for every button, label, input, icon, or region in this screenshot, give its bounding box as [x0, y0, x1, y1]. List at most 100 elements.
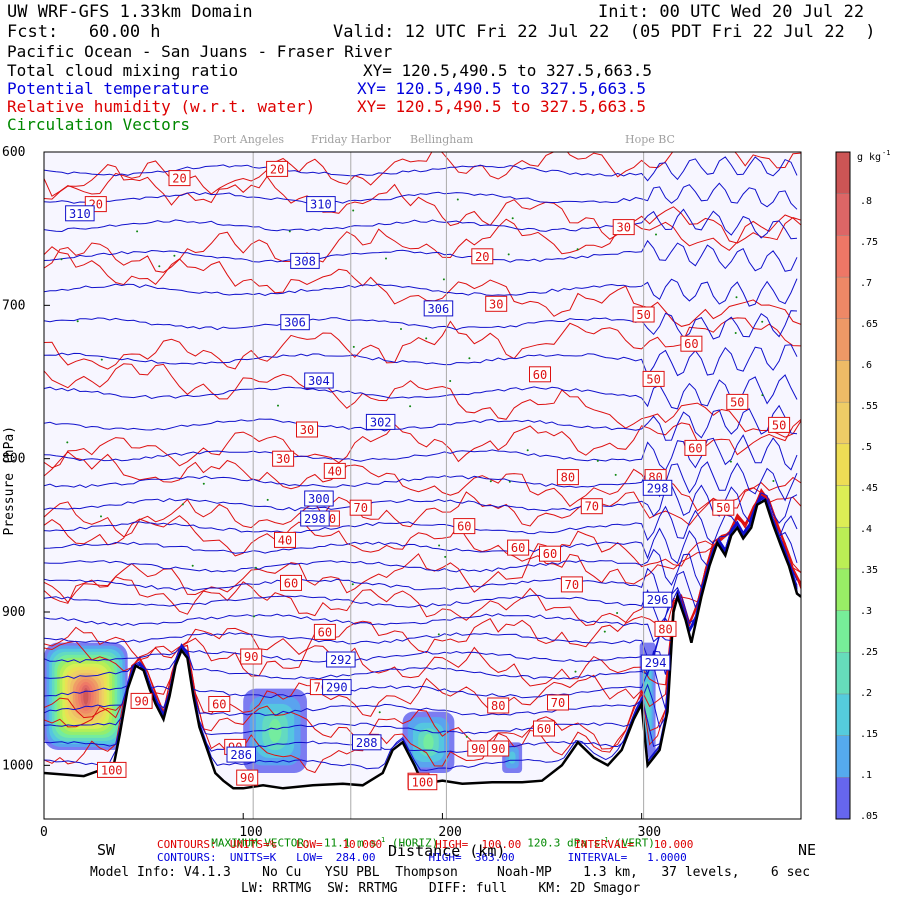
svg-text:60: 60	[212, 698, 226, 712]
circulation-vector	[136, 230, 139, 233]
max-vector-horiz-suffix: (HORIZ)	[385, 836, 439, 850]
circulation-vector	[254, 566, 257, 569]
theta-label-11: 294	[640, 654, 671, 671]
rh-label-3: 20	[471, 248, 494, 265]
y-tick-label-0: 600	[2, 145, 25, 160]
circulation-vector	[449, 380, 452, 382]
theta-label-7: 300	[304, 490, 334, 507]
circulation-vector	[352, 345, 355, 348]
init-time: Init: 00 UTC Wed 20 Jul 22	[598, 2, 865, 22]
circulation-vector	[761, 394, 764, 397]
theta-label-10: 296	[642, 591, 673, 608]
terrain-fill	[44, 500, 801, 819]
svg-text:60: 60	[284, 576, 298, 590]
colorbar-label-1: .75	[860, 237, 878, 248]
rh-label-4: 30	[485, 295, 508, 312]
svg-text:288: 288	[356, 736, 378, 750]
circulation-vector	[385, 257, 387, 260]
circulation-vector	[173, 254, 176, 257]
svg-text:306: 306	[428, 302, 450, 316]
colorbar-swatch-4	[835, 610, 851, 653]
svg-text:70: 70	[551, 696, 565, 710]
theta-contour-6	[44, 344, 798, 377]
rh-contour-8	[44, 487, 801, 538]
svg-text:90: 90	[240, 771, 254, 785]
colorbar-label-12: .2	[860, 688, 872, 699]
svg-text:60: 60	[511, 541, 525, 555]
svg-text:60: 60	[457, 520, 471, 534]
circulation-vector	[253, 615, 255, 618]
rh-label-38: 90	[467, 740, 490, 757]
circulation-vector	[438, 544, 441, 547]
rh-label-26: 70	[349, 499, 372, 516]
svg-text:294: 294	[645, 656, 667, 670]
rh-label-11: 50	[632, 306, 655, 323]
svg-text:310: 310	[69, 207, 91, 221]
rh-label-34: 80	[654, 620, 677, 637]
svg-text:70: 70	[565, 578, 579, 592]
circulation-vector	[437, 633, 440, 636]
circulation-vector	[351, 583, 354, 586]
circulation-vector	[574, 670, 577, 673]
colorbar-swatch-3	[835, 652, 851, 695]
svg-text:60: 60	[533, 368, 547, 382]
rh-label-12: 50	[642, 370, 665, 387]
theta-label-12: 292	[326, 651, 356, 668]
location-hope-bc: Hope BC	[625, 133, 675, 146]
colorbar-swatch-15	[835, 151, 851, 194]
circulation-vector	[772, 480, 775, 482]
cloud-region-2-layer-4	[423, 733, 434, 751]
circulation-vector	[181, 503, 184, 506]
svg-text:40: 40	[278, 533, 292, 547]
x-tick-label-1: 100	[239, 825, 262, 840]
colorbar-label-3: .65	[860, 319, 878, 330]
svg-text:20: 20	[172, 172, 186, 186]
field-vectors-label: Circulation Vectors	[7, 115, 191, 134]
svg-text:310: 310	[310, 198, 332, 212]
rh-label-43: 100	[407, 774, 438, 791]
circulation-vector	[400, 328, 402, 330]
circulation-vector	[288, 230, 291, 233]
colorbar-label-6: .5	[860, 442, 872, 453]
svg-text:292: 292	[330, 653, 352, 667]
colorbar-label-5: .55	[860, 401, 878, 412]
rh-label-14: 50	[768, 416, 791, 433]
rh-label-42: 100	[97, 761, 127, 778]
colorbar-swatch-2	[835, 693, 851, 736]
rh-label-23: 60	[208, 696, 231, 712]
rh-label-1: 20	[168, 170, 191, 187]
cloud-region-3-layer-2	[508, 751, 516, 764]
svg-text:20: 20	[475, 250, 489, 264]
rh-label-13: 50	[726, 393, 749, 410]
rh-label-18: 60	[453, 518, 476, 535]
x-tick-label-2: 200	[438, 825, 461, 840]
svg-text:90: 90	[471, 742, 485, 756]
svg-text:40: 40	[328, 464, 342, 478]
theta-label-14: 288	[352, 734, 382, 751]
rh-label-27: 70	[580, 498, 603, 515]
theta-contour-9	[44, 434, 798, 471]
cloud-region-1-layer-4	[268, 719, 282, 743]
x-axis-label: Distance (km)	[388, 842, 506, 860]
field-rh-label: Relative humidity (w.r.t. water)	[7, 97, 316, 116]
max-vector-vert-text: 120.3 dPa s-1 (VERT)	[527, 836, 655, 850]
svg-text:298: 298	[647, 481, 669, 495]
colorbar-swatch-11	[835, 318, 851, 361]
svg-text:60: 60	[688, 441, 702, 455]
theta-label-2: 308	[290, 252, 320, 269]
circulation-vector	[576, 248, 579, 251]
svg-text:298: 298	[304, 512, 326, 526]
theta-label-8: 298	[300, 510, 330, 527]
rh-label-30: 70	[547, 694, 569, 711]
rh-label-6: 30	[296, 421, 318, 438]
rh-contour-6	[44, 419, 801, 469]
circulation-vector	[444, 555, 447, 558]
max-vector-vert: 120.3 dPa s	[527, 836, 601, 850]
colorbar-swatch-1	[835, 735, 851, 778]
theta-label-6: 302	[365, 413, 396, 430]
rh-contour-1	[44, 164, 801, 244]
svg-text:60: 60	[318, 625, 332, 639]
svg-text:306: 306	[284, 316, 306, 330]
theta-contour-5	[44, 310, 798, 340]
